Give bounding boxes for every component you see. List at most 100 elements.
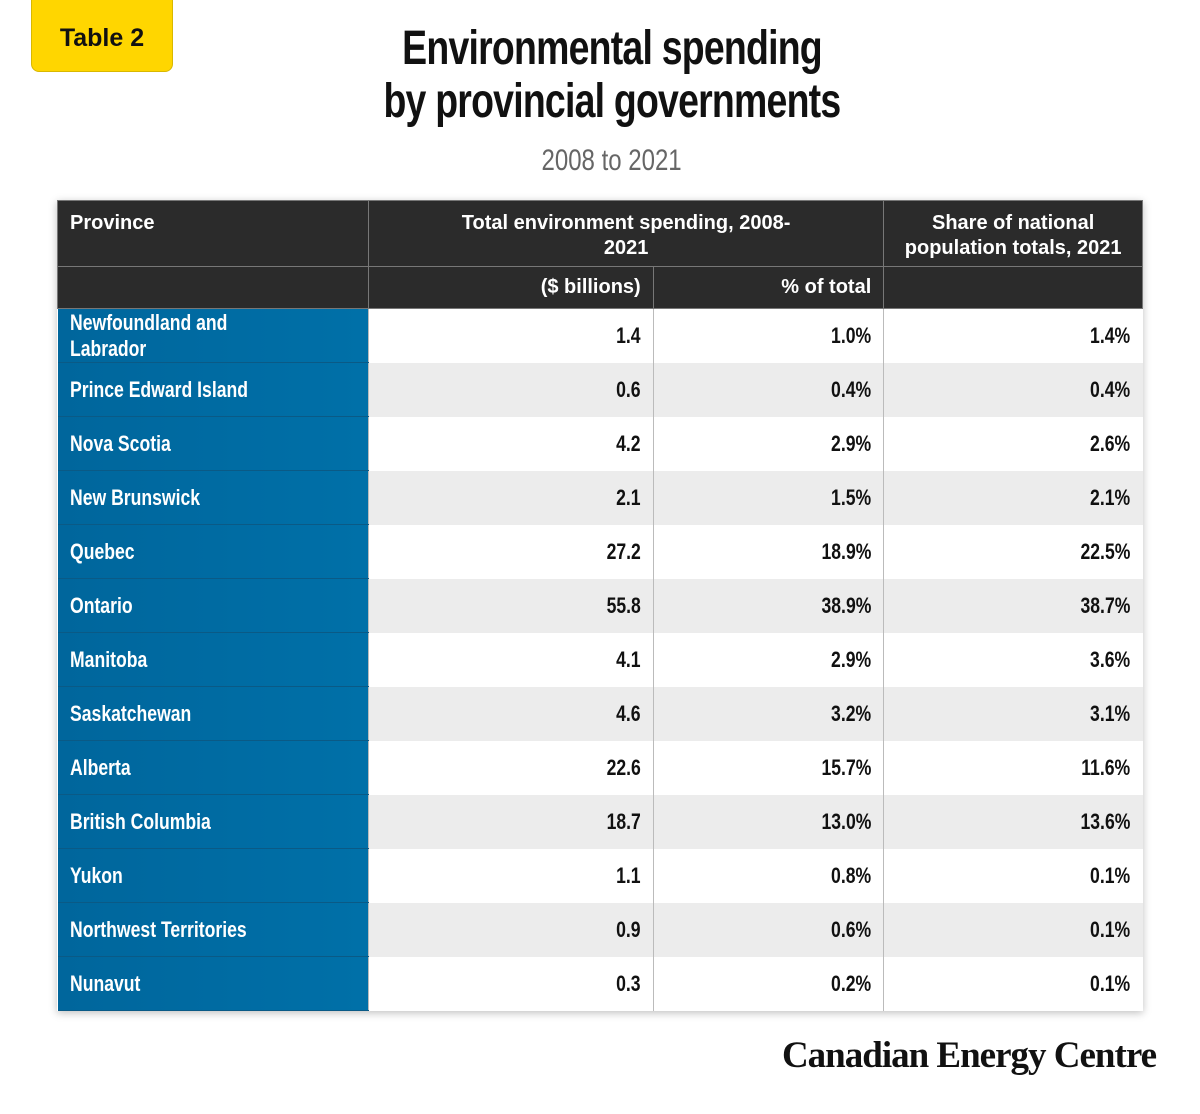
population-share-cell-text: 0.1% [1090,970,1131,996]
province-cell-text: New Brunswick [69,484,200,510]
population-share-cell-text: 2.6% [1090,430,1131,456]
pct-total-cell-text: 2.9% [831,430,872,456]
province-cell: Northwest Territories [57,902,369,957]
population-share-cell-text: 11.6% [1081,754,1131,780]
billions-cell-text: 4.6 [616,700,641,726]
billions-cell: 0.9 [367,902,654,957]
pct-total-cell-text: 0.2% [831,970,872,996]
header-blank [57,266,369,309]
province-cell-text: Yukon [69,862,123,888]
province-cell-text: Northwest Territories [69,916,247,942]
province-cell-text: Ontario [69,592,133,618]
pct-total-cell-text: 0.6% [831,916,872,942]
pct-total-cell-text: 1.0% [831,322,872,348]
population-share-cell: 1.4% [883,308,1143,363]
billions-cell-text: 18.7 [606,808,641,834]
population-share-cell: 0.4% [883,362,1143,417]
pct-total-cell: 15.7% [652,740,884,795]
pct-total-cell: 0.4% [652,362,884,417]
province-cell-text: Prince Edward Island [69,376,248,402]
pct-total-cell: 2.9% [652,416,884,471]
billions-cell-text: 27.2 [606,538,641,564]
population-share-cell: 3.6% [883,632,1143,687]
population-share-cell: 11.6% [883,740,1143,795]
billions-cell: 0.3 [367,956,654,1011]
province-cell-text: Quebec [69,538,135,564]
province-cell-text: Manitoba [69,646,147,672]
province-cell: Quebec [57,524,369,579]
billions-cell: 4.2 [367,416,654,471]
table-row: New Brunswick 2.1 1.5% 2.1% [57,470,1143,525]
billions-cell: 4.1 [367,632,654,687]
population-share-cell: 22.5% [883,524,1143,579]
pct-total-cell: 38.9% [652,578,884,633]
population-share-cell: 0.1% [883,902,1143,957]
population-share-cell: 3.1% [883,686,1143,741]
pct-total-cell: 1.0% [652,308,884,363]
pct-total-cell-text: 0.4% [831,376,872,402]
population-share-cell: 38.7% [883,578,1143,633]
province-cell: Yukon [57,848,369,903]
billions-cell: 27.2 [367,524,654,579]
billions-cell: 22.6 [367,740,654,795]
province-cell: Nunavut [57,956,369,1011]
table-badge: Table 2 [31,0,173,72]
pct-total-cell: 1.5% [652,470,884,525]
title-line-2: by provincial governments [383,75,842,128]
billions-cell: 0.6 [367,362,654,417]
pct-total-cell-text: 2.9% [831,646,872,672]
province-cell-text: Nunavut [69,970,140,996]
pct-total-cell: 13.0% [652,794,884,849]
population-share-cell: 0.1% [883,848,1143,903]
billions-cell-text: 55.8 [606,592,641,618]
pct-total-cell: 3.2% [652,686,884,741]
table-row: Saskatchewan 4.6 3.2% 3.1% [57,686,1143,741]
province-cell: British Columbia [57,794,369,849]
pct-total-cell: 0.2% [652,956,884,1011]
header-spending: Total environment spending, 2008-2021 [367,200,885,267]
table-row: Yukon 1.1 0.8% 0.1% [57,848,1143,903]
pct-total-cell-text: 1.5% [831,484,872,510]
province-cell: New Brunswick [57,470,369,525]
province-cell: Alberta [57,740,369,795]
header-province: Province [57,200,369,267]
population-share-cell-text: 1.4% [1090,322,1131,348]
billions-cell-text: 1.4 [616,322,641,348]
pct-total-cell: 18.9% [652,524,884,579]
population-share-cell: 2.1% [883,470,1143,525]
province-cell-text: British Columbia [69,808,211,834]
pct-total-cell-text: 3.2% [831,700,872,726]
population-share-cell-text: 0.4% [1090,376,1131,402]
billions-cell: 18.7 [367,794,654,849]
population-share-cell-text: 13.6% [1080,808,1131,834]
billions-cell: 4.6 [367,686,654,741]
province-cell: Nova Scotia [57,416,369,471]
header-pct-total: % of total [652,266,885,309]
billions-cell-text: 1.1 [616,862,641,888]
billions-cell-text: 4.2 [616,430,641,456]
province-cell-text: Newfoundland and Labrador [69,309,227,361]
table-row: Nunavut 0.3 0.2% 0.1% [57,956,1143,1011]
population-share-cell-text: 3.6% [1090,646,1131,672]
title-line-1: Environmental spending [402,22,822,75]
population-share-cell-text: 3.1% [1090,700,1131,726]
billions-cell: 1.1 [367,848,654,903]
population-share-cell-text: 38.7% [1080,592,1131,618]
population-share-cell-text: 22.5% [1080,538,1131,564]
province-cell-text: Saskatchewan [69,700,191,726]
population-share-cell-text: 0.1% [1090,862,1131,888]
province-cell: Ontario [57,578,369,633]
billions-cell: 55.8 [367,578,654,633]
table-row: British Columbia 18.7 13.0% 13.6% [57,794,1143,849]
table-row: Manitoba 4.1 2.9% 3.6% [57,632,1143,687]
pct-total-cell: 0.8% [652,848,884,903]
province-cell: Prince Edward Island [57,362,369,417]
province-cell-text: Alberta [69,754,131,780]
table-row: Prince Edward Island 0.6 0.4% 0.4% [57,362,1143,417]
header-blank-2 [883,266,1143,309]
population-share-cell: 2.6% [883,416,1143,471]
billions-cell: 2.1 [367,470,654,525]
pct-total-cell-text: 15.7% [821,754,872,780]
population-share-cell: 13.6% [883,794,1143,849]
table-row: Alberta 22.6 15.7% 11.6% [57,740,1143,795]
